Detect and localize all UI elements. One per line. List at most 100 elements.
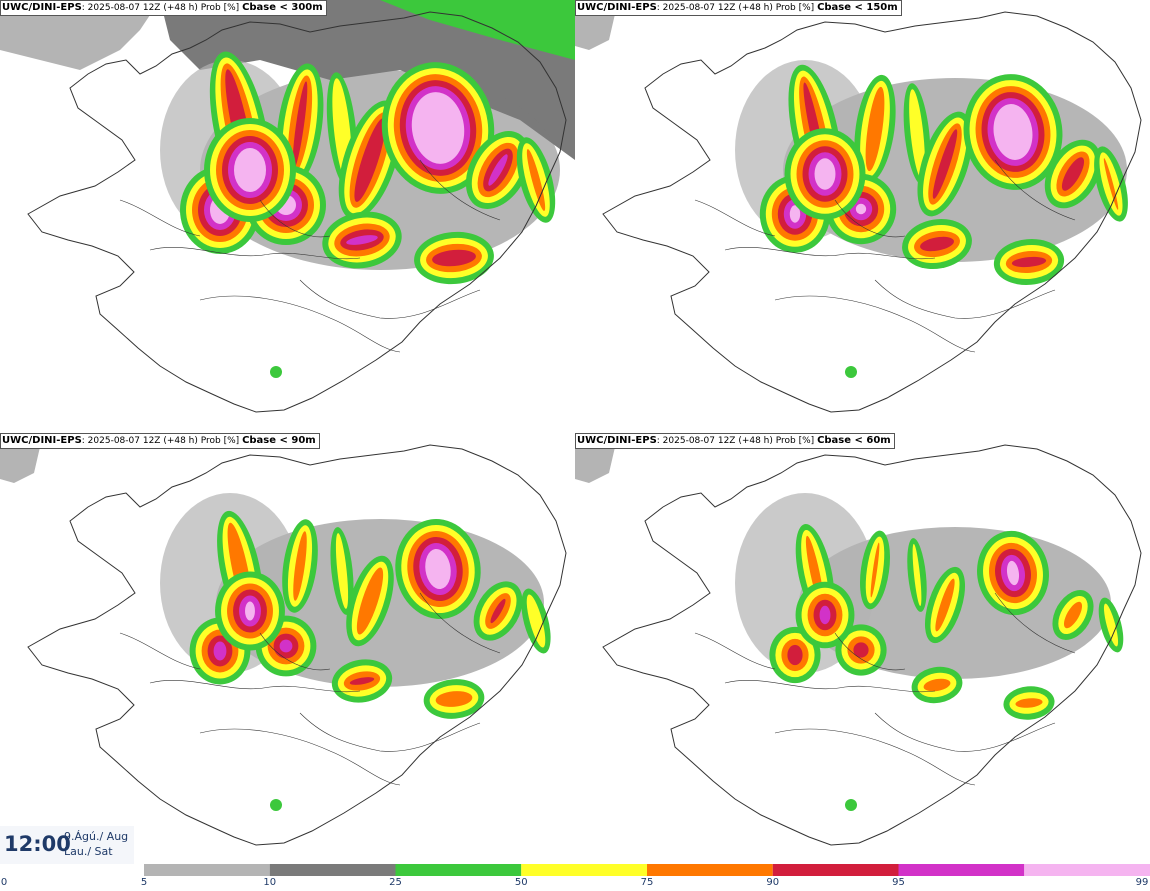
probability-area [993,104,1033,160]
panel-bottom-right: UWC/DINI-EPS: 2025-08-07 12Z (+48 h) Pro… [575,433,1150,863]
offshore-light-gray-area [0,447,40,483]
offshore-green-area [380,0,575,60]
road-line [834,632,906,671]
road-line [724,247,936,260]
colorbar-tick: 25 [389,877,402,888]
colorbar-tick: 75 [640,877,654,888]
road-line [259,199,331,238]
road-line [694,199,776,237]
offshore-light-gray-area [575,447,615,483]
probability-area [909,89,925,179]
offshore-gray-area [160,0,575,160]
colorbar-tick: 90 [766,877,780,888]
probability-area [935,578,955,632]
colorbar-tick: 95 [892,877,905,888]
offshore-light-gray-area [0,0,160,70]
road-line [149,247,361,260]
road-line [199,295,401,353]
offshore-light-gray-area [575,14,615,50]
colorbar-tick: 99 [1135,877,1149,888]
probability-area [923,678,951,692]
colorbar-tick: 50 [514,877,528,888]
coastline [602,11,1142,413]
road-line [299,279,481,319]
road-line [149,680,361,693]
road-line [119,632,201,670]
probability-area [865,86,885,172]
probability-area [845,366,857,378]
probability-area [814,158,836,190]
road-line [419,159,501,221]
colorbar-segment [521,864,647,876]
road-line [874,712,1056,752]
road-line [299,712,481,752]
road-line [994,592,1076,654]
panel-title: UWC/DINI-EPS: 2025-08-07 12Z (+48 h) Pro… [575,433,895,449]
road-line [834,199,906,238]
probability-area [789,205,801,223]
road-line [774,728,976,786]
map-bottom-right [575,444,1142,846]
colorbar [144,864,1150,876]
probability-area [346,235,378,245]
colorbar-segment [269,864,396,876]
colorbar-segment [647,864,773,876]
road-line [994,159,1076,221]
probability-area [435,691,473,707]
colorbar-segment [1024,864,1150,876]
probability-area [787,644,803,666]
probability-area [819,605,831,625]
coastline [27,11,567,413]
probability-area [845,799,857,811]
coastline [602,444,1142,846]
probability-area [354,118,386,202]
probability-area [526,594,546,648]
probability-area [432,249,476,267]
road-line [774,295,976,353]
probability-area [853,642,869,658]
colorbar-segment [898,864,1025,876]
panel-title: UWC/DINI-EPS: 2025-08-07 12Z (+48 h) Pro… [575,0,902,16]
probability-area [1103,603,1119,647]
colorbar-tick: 0 [0,877,8,888]
probability-area [1015,698,1043,708]
road-line [694,632,776,670]
probability-area [356,567,384,635]
probability-area [411,92,465,164]
probability-area [425,548,451,590]
colorbar-segment [772,864,899,876]
probability-area [270,366,282,378]
probability-area [1063,601,1083,629]
valid-time-box [0,826,134,864]
probability-area [932,129,958,199]
road-line [874,279,1056,319]
probability-area [912,544,922,606]
map-top-left [0,0,575,413]
probability-area [349,677,375,685]
panel-bottom-left: UWC/DINI-EPS: 2025-08-07 12Z (+48 h) Pro… [0,433,575,863]
panel-top-right: UWC/DINI-EPS: 2025-08-07 12Z (+48 h) Pro… [575,0,1150,430]
panel-title: UWC/DINI-EPS: 2025-08-07 12Z (+48 h) Pro… [0,0,327,16]
coastline [27,444,567,846]
panel-top-left: UWC/DINI-EPS: 2025-08-07 12Z (+48 h) Pro… [0,0,575,430]
probability-area [1011,256,1047,268]
probability-area [855,203,867,215]
colorbar-tick: 10 [263,877,277,888]
valid-time: 12:00 [4,832,71,856]
probability-area [270,799,282,811]
probability-area [335,533,349,609]
map-bottom-left [0,444,567,846]
probability-area [234,148,266,192]
map-top-right [575,11,1142,413]
probability-area [245,601,255,621]
probability-area [490,598,506,624]
road-line [419,592,501,654]
probability-area [213,641,227,661]
valid-date: 9.Ágú./ Aug [64,830,129,843]
road-line [119,199,201,237]
probability-area [870,542,880,598]
probability-area [1061,157,1085,191]
colorbar-segment [395,864,522,876]
valid-day: Lau./ Sat [64,845,113,858]
probability-area [920,236,954,252]
